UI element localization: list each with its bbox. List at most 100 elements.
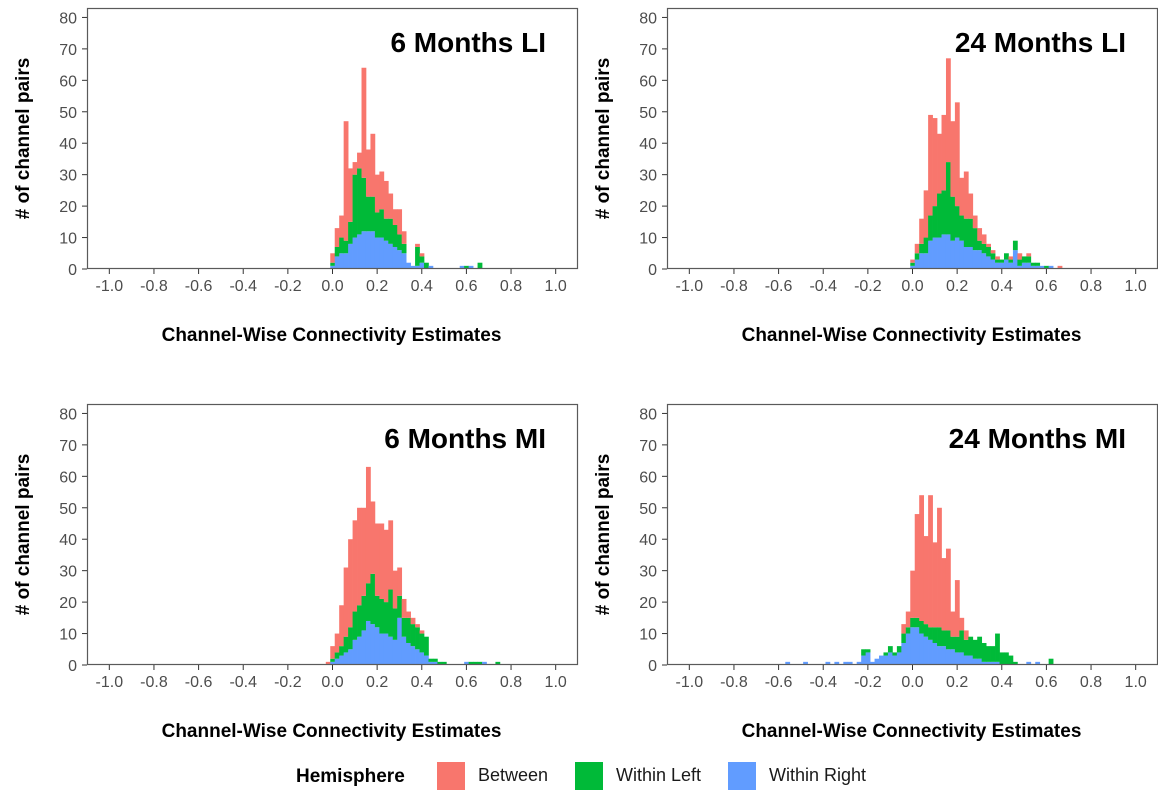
bar-between: [928, 495, 933, 628]
bar-within-left: [910, 262, 916, 266]
y-tick-label: 30: [639, 564, 657, 581]
bar-within-left: [981, 642, 987, 662]
bar-within-right: [374, 627, 380, 665]
bar-within-right: [963, 655, 969, 665]
bar-within-right: [937, 646, 942, 665]
x-tick-label: 0.6: [1035, 674, 1057, 691]
chart-panel-6m-li: -1.0 -0.8 -0.6 -0.4 -0.2 0.0 0.2 0.4 0.6 0.8 1.0 0 1…: [13, 7, 579, 346]
bar-between: [379, 523, 385, 599]
y-tick-label: 30: [59, 168, 77, 185]
y-axis-title: # of channel pairs: [13, 454, 34, 616]
x-tick-label: 0.0: [321, 674, 343, 691]
plot-area: [87, 8, 578, 269]
bar-between: [928, 114, 933, 216]
bar-within-left: [1017, 259, 1023, 266]
bar-between: [410, 617, 416, 625]
bar-between: [361, 507, 367, 596]
bar-within-left: [410, 624, 416, 647]
bar-between: [923, 190, 929, 238]
bar-between: [1017, 253, 1023, 260]
bar-within-right: [1017, 265, 1023, 269]
bar-within-right: [334, 256, 340, 269]
bar-within-right: [392, 246, 398, 269]
bar-within-right: [945, 234, 951, 269]
bar-within-right: [352, 237, 358, 269]
bar-within-left: [419, 256, 425, 263]
bar-within-left: [343, 240, 349, 254]
bar-within-left: [397, 234, 403, 251]
bar-between: [923, 536, 929, 625]
bar-within-left: [428, 658, 434, 662]
bar-within-left: [932, 206, 938, 238]
y-tick-label: 80: [639, 406, 657, 423]
bars: [325, 466, 501, 665]
bar-within-right: [1039, 265, 1045, 269]
bar-between: [352, 162, 358, 175]
y-tick-label: 60: [639, 73, 657, 90]
x-tick-label: 0.4: [411, 278, 433, 295]
bar-within-right: [977, 658, 983, 665]
y-tick-label: 70: [59, 438, 77, 455]
bar-within-left: [379, 598, 385, 634]
bar-between: [383, 180, 389, 219]
y-tick-label: 40: [59, 532, 77, 549]
bar-between: [415, 243, 420, 247]
y-tick-label: 80: [59, 406, 77, 423]
bar-within-right: [959, 240, 965, 269]
bar-between: [954, 102, 960, 207]
bar-within-left: [896, 646, 902, 653]
bar-within-right: [459, 265, 465, 269]
bar-between: [919, 218, 925, 244]
bar-within-left: [914, 253, 920, 260]
bar-within-left: [968, 218, 974, 247]
y-tick-label: 0: [648, 658, 657, 675]
y-tick-label: 70: [639, 42, 657, 59]
bar-within-left: [1004, 253, 1009, 260]
bar-within-left: [424, 636, 429, 656]
bar-within-left: [357, 605, 362, 637]
bar-within-right: [410, 265, 416, 269]
bar-between: [901, 624, 907, 634]
bar-within-left: [1035, 262, 1041, 266]
bar-within-right: [937, 237, 942, 269]
bar-within-right: [339, 655, 345, 665]
bar-within-left: [981, 243, 987, 254]
x-tick-label: 0.8: [1080, 674, 1102, 691]
bar-within-right: [905, 633, 911, 665]
bar-between: [945, 548, 951, 631]
bar-within-right: [365, 620, 371, 665]
bar-within-left: [990, 646, 996, 662]
x-tick-label: -0.4: [229, 278, 257, 295]
y-tick-label: 20: [639, 199, 657, 216]
x-tick-label: 1.0: [1125, 278, 1147, 295]
bar-between: [401, 598, 407, 618]
x-tick-label: -0.2: [854, 278, 882, 295]
bar-between: [392, 209, 398, 225]
panel-border: [86, 403, 579, 666]
bar-between: [932, 118, 938, 207]
y-tick-label: 50: [639, 105, 657, 122]
bar-within-left: [401, 243, 407, 254]
y-tick-label: 20: [59, 595, 77, 612]
x-tick-label: -1.0: [96, 278, 124, 295]
bar-within-right: [977, 250, 983, 269]
bar-within-left: [995, 633, 1000, 662]
bar-within-left: [388, 218, 394, 244]
bar-within-left: [963, 218, 969, 247]
bar-within-right: [928, 639, 933, 665]
bar-within-right: [330, 265, 336, 269]
bar-between: [339, 605, 345, 647]
bar-within-right: [843, 661, 849, 665]
bar-between: [357, 507, 362, 606]
bar-within-left: [374, 212, 380, 238]
bar-within-left: [392, 608, 398, 640]
bar-between: [1057, 265, 1063, 269]
bar-within-right: [379, 633, 385, 665]
bar-within-left: [361, 177, 367, 232]
bar-within-right: [972, 658, 978, 665]
bar-within-left: [919, 620, 925, 634]
bar-within-right: [401, 636, 407, 665]
bar-within-right: [424, 655, 429, 665]
bar-within-right: [415, 649, 420, 665]
bar-within-left: [383, 218, 389, 241]
